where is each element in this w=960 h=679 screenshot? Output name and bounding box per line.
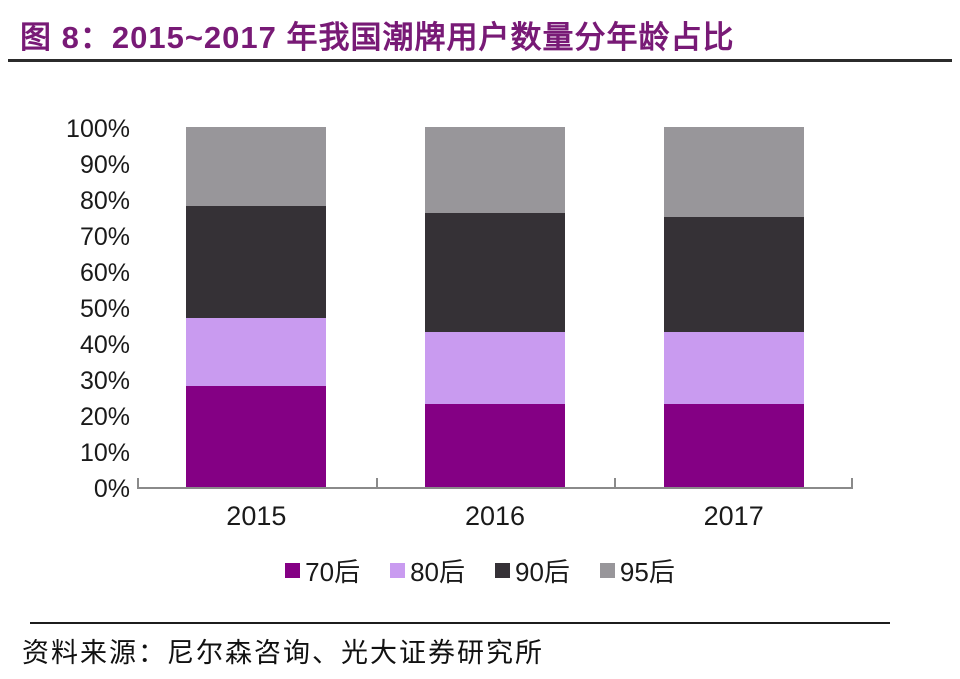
bar-segment-70后-2015 xyxy=(186,386,327,487)
legend: 70后 80后 90后 95后 xyxy=(0,552,960,588)
legend-label: 90后 xyxy=(515,556,570,587)
legend-item-80后: 80后 xyxy=(390,552,465,589)
bar-segment-80后-2016 xyxy=(425,332,565,405)
bar-segment-95后-2016 xyxy=(425,127,565,214)
source-text: 资料来源：尼尔森咨询、光大证券研究所 xyxy=(22,638,544,668)
plot-area xyxy=(137,127,853,489)
x-axis-tick xyxy=(137,478,139,487)
source-rule xyxy=(30,622,890,624)
legend-label: 95后 xyxy=(619,556,675,587)
legend-swatch-icon xyxy=(390,562,406,578)
y-tick-label: 30% xyxy=(79,367,130,395)
bar-segment-80后-2017 xyxy=(663,332,804,405)
y-tick-label: 90% xyxy=(79,151,130,179)
title-rule xyxy=(8,59,952,62)
stacked-bar-2017 xyxy=(663,127,804,487)
legend-swatch-icon xyxy=(495,562,510,578)
figure-title: 图 8：2015~2017 年我国潮牌用户数量分年龄占比 xyxy=(20,20,735,55)
bar-segment-70后-2016 xyxy=(425,404,565,487)
y-tick-label: 10% xyxy=(79,439,130,467)
category-slot-2015 xyxy=(137,127,376,487)
stacked-bar-2016 xyxy=(425,127,565,487)
bar-segment-80后-2015 xyxy=(186,317,327,387)
bar-segment-95后-2017 xyxy=(663,127,804,218)
y-tick-label: 80% xyxy=(79,187,130,215)
x-label-2016: 2016 xyxy=(464,501,526,531)
y-tick-label: 70% xyxy=(79,223,130,251)
legend-label: 70后 xyxy=(305,556,361,587)
y-tick-label: 60% xyxy=(79,259,130,287)
y-tick-label: 40% xyxy=(79,331,130,359)
x-axis-labels: 2015 2016 2017 xyxy=(137,501,853,532)
y-tick-label: 20% xyxy=(79,403,130,431)
x-axis-tick xyxy=(851,478,853,487)
y-tick-label: 0% xyxy=(93,475,130,503)
legend-swatch-icon xyxy=(285,562,301,578)
y-tick-label: 100% xyxy=(66,115,130,143)
bar-segment-95后-2015 xyxy=(186,127,327,207)
category-slot-2017 xyxy=(614,127,853,487)
category-slot-2016 xyxy=(376,127,615,487)
x-axis-tick xyxy=(614,478,617,487)
legend-label: 80后 xyxy=(410,556,465,587)
x-label-2015: 2015 xyxy=(226,501,287,531)
x-axis-tick xyxy=(375,478,378,487)
bar-segment-90后-2017 xyxy=(663,217,804,333)
y-tick-label: 50% xyxy=(79,295,130,323)
y-axis: 0% 10% 20% 30% 40% 50% 60% 70% 80% 90% 100% xyxy=(0,116,130,502)
bar-segment-90后-2016 xyxy=(425,213,565,333)
bar-segment-70后-2017 xyxy=(663,404,804,487)
x-label-2017: 2017 xyxy=(703,501,764,531)
legend-item-95后: 95后 xyxy=(599,552,675,589)
legend-item-90后: 90后 xyxy=(495,552,570,589)
stacked-bar-2015 xyxy=(186,127,327,487)
legend-swatch-icon xyxy=(599,562,615,578)
legend-item-70后: 70后 xyxy=(285,552,360,589)
bar-segment-90后-2015 xyxy=(186,206,327,318)
